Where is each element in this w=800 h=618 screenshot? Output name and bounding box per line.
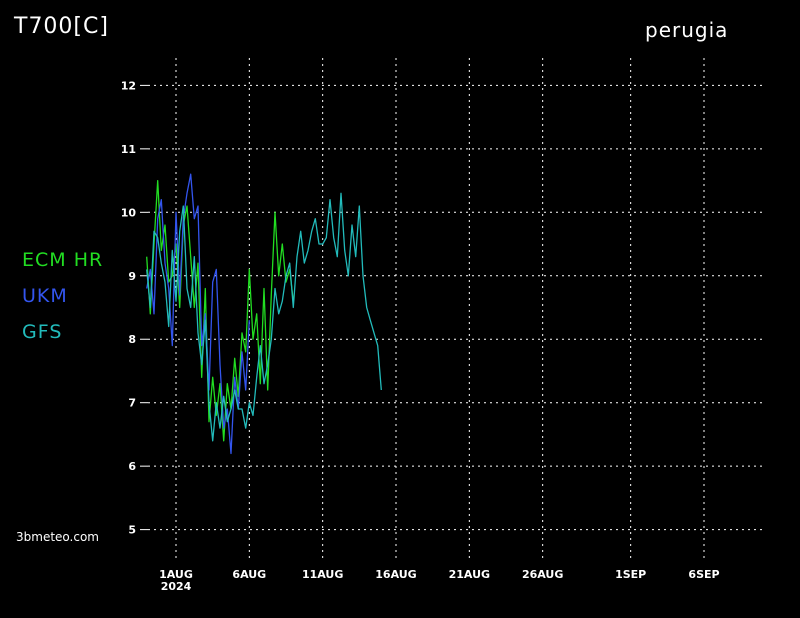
x-tick-sublabel: 2024 [161, 580, 192, 593]
chart-title: T700[C] [14, 14, 109, 39]
x-tick-label: 1AUG [159, 568, 193, 581]
y-tick-label: 11 [121, 143, 136, 156]
x-tick-label: 21AUG [449, 568, 490, 581]
y-tick-label: 9 [128, 270, 136, 283]
legend-item-ukm: UKM [22, 285, 68, 307]
series-line-ukm [146, 173, 250, 455]
y-tick-label: 10 [121, 206, 137, 219]
y-tick-label: 5 [128, 524, 136, 537]
x-tick-label: 6SEP [688, 568, 719, 581]
legend-item-ecm: ECM HR [22, 249, 104, 271]
y-tick-label: 12 [121, 79, 136, 92]
y-tick-label: 7 [128, 397, 136, 410]
x-tick-label: 6AUG [232, 568, 266, 581]
x-tick-label: 1SEP [615, 568, 646, 581]
series-line-gfs [146, 192, 382, 442]
x-tick-label: 16AUG [375, 568, 416, 581]
x-tick-label: 11AUG [302, 568, 343, 581]
legend-item-gfs: GFS [22, 321, 63, 343]
y-tick-label: 8 [128, 333, 136, 346]
x-tick-label: 26AUG [522, 568, 563, 581]
y-tick-label: 6 [128, 460, 136, 473]
location-label: perugia [645, 18, 729, 42]
site-credit: 3bmeteo.com [16, 530, 99, 544]
series-line-ecm-hr [146, 179, 294, 442]
legend: ECM HR UKM GFS [22, 242, 103, 350]
